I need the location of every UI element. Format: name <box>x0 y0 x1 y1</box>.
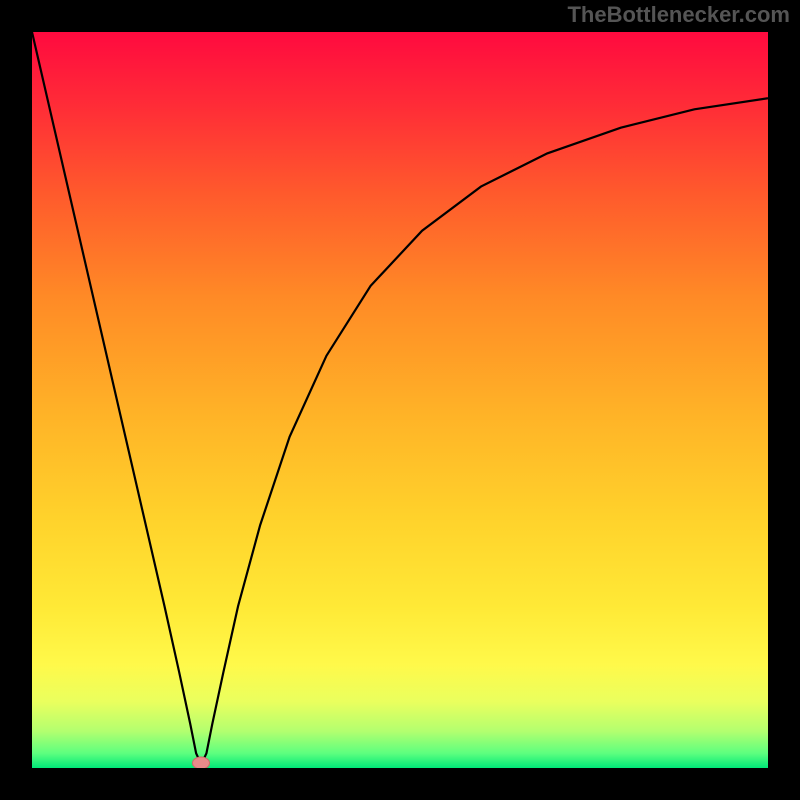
bottleneck-curve <box>32 32 768 768</box>
watermark-text: TheBottlenecker.com <box>567 2 790 28</box>
chart-container: TheBottlenecker.com <box>0 0 800 800</box>
optimal-point-marker <box>192 756 210 768</box>
plot-area <box>32 32 768 768</box>
